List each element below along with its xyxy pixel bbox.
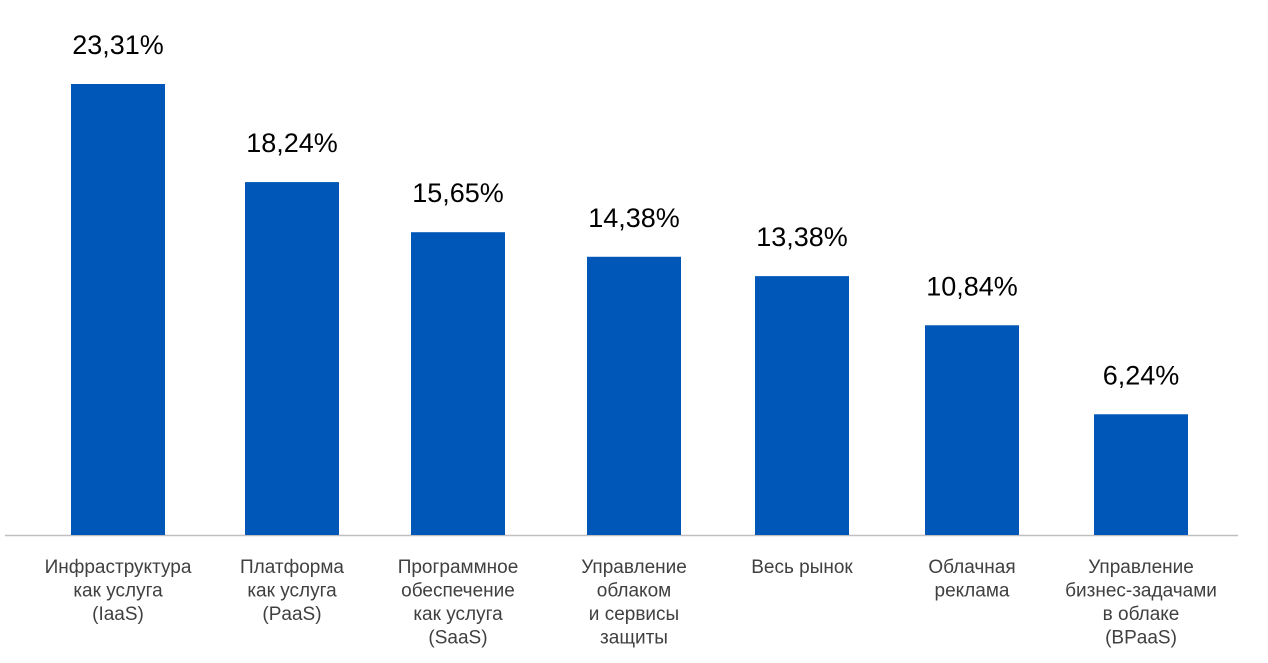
category-label-7: Управление бизнес-задачами в облаке (BPaaS) [1065, 557, 1217, 649]
category-label-1: Инфраструктура как услуга (IaaS) [45, 557, 192, 625]
bar-5 [755, 276, 849, 535]
category-label-line: Управление [1088, 557, 1194, 578]
bar-2 [245, 182, 339, 536]
category-label-line: Облачная [928, 557, 1015, 578]
category-label-line: и сервисы [589, 604, 679, 625]
category-label-line: как услуга [73, 581, 163, 602]
data-label-4: 14,38% [588, 203, 680, 233]
bar-6 [925, 325, 1019, 535]
category-label-line: реклама [935, 581, 1010, 602]
data-label-5: 13,38% [756, 222, 848, 252]
value-labels-group: 23,31% 18,24% 15,65% 14,38% 13,38% 10,84% 6,24… [72, 30, 1179, 390]
category-label-2: Платформа как услуга (PaaS) [240, 557, 344, 625]
bar-3 [411, 232, 505, 535]
data-label-7: 6,24% [1103, 360, 1180, 390]
category-label-line: Программное [398, 557, 519, 578]
category-label-line: Платформа [240, 557, 344, 578]
bar-4 [587, 256, 681, 535]
bars-group [71, 84, 1188, 536]
category-label-line: защиты [600, 628, 668, 649]
data-label-1: 23,31% [72, 30, 164, 60]
category-label-line: обеспечение [401, 581, 515, 602]
data-label-3: 15,65% [412, 178, 504, 208]
category-label-line: бизнес-задачами [1065, 581, 1217, 602]
category-label-line: Весь рынок [751, 557, 853, 578]
category-label-line: в облаке [1103, 604, 1180, 625]
category-label-line: как услуга [247, 581, 337, 602]
data-label-6: 10,84% [926, 271, 1018, 301]
category-label-6: Облачная реклама [928, 557, 1015, 602]
category-label-4: Управление облаком и сервисы защиты [581, 557, 687, 649]
category-label-line: Управление [581, 557, 687, 578]
category-label-3: Программное обеспечение как услуга (SaaS) [398, 557, 519, 649]
category-label-line: (IaaS) [92, 604, 144, 625]
bar-1 [71, 84, 165, 535]
bar-7 [1094, 414, 1188, 535]
category-label-line: облаком [597, 581, 671, 602]
category-label-line: (BPaaS) [1105, 628, 1177, 649]
category-label-line: Инфраструктура [45, 557, 192, 578]
data-label-2: 18,24% [246, 128, 338, 158]
category-label-line: (SaaS) [428, 628, 487, 649]
category-label-line: (PaaS) [262, 604, 321, 625]
category-label-5: Весь рынок [751, 557, 853, 578]
category-label-line: как услуга [413, 604, 503, 625]
category-labels-group: Инфраструктура как услуга (IaaS)Платформа к… [45, 557, 1217, 649]
